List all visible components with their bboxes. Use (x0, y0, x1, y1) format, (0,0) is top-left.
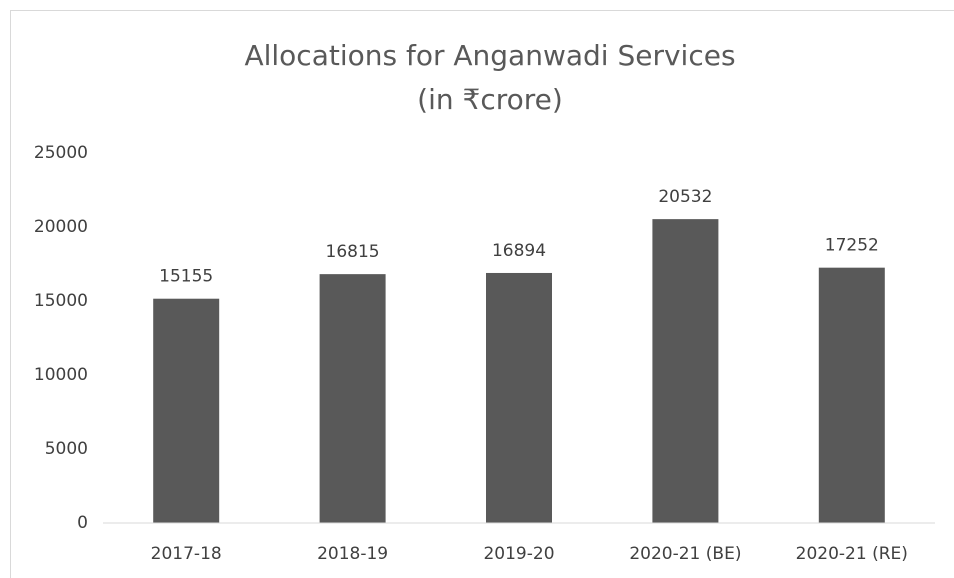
data-label: 16815 (326, 242, 380, 262)
x-tick-label: 2017-18 (151, 544, 222, 564)
y-tick-label: 15000 (34, 291, 88, 311)
data-label: 15155 (159, 267, 213, 287)
bar (486, 272, 552, 523)
y-tick-label: 25000 (34, 143, 88, 163)
bar (153, 298, 220, 523)
y-tick-label: 20000 (34, 217, 88, 237)
x-tick-label: 2018-19 (317, 544, 388, 564)
chart-subtitle: (in ₹crore) (417, 83, 563, 116)
x-tick-label: 2020-21 (RE) (796, 544, 908, 564)
data-label: 16894 (492, 241, 546, 261)
bar (319, 274, 386, 523)
x-tick-label: 2019-20 (483, 544, 554, 564)
x-tick-label: 2020-21 (BE) (629, 544, 741, 564)
data-label: 17252 (825, 236, 879, 256)
chart-title: Allocations for Anganwadi Services (244, 39, 735, 72)
y-tick-label: 5000 (45, 439, 88, 459)
bar (652, 219, 719, 523)
y-tick-label: 0 (77, 513, 88, 533)
data-label: 20532 (658, 187, 712, 207)
y-tick-label: 10000 (34, 365, 88, 385)
bar (818, 267, 885, 523)
